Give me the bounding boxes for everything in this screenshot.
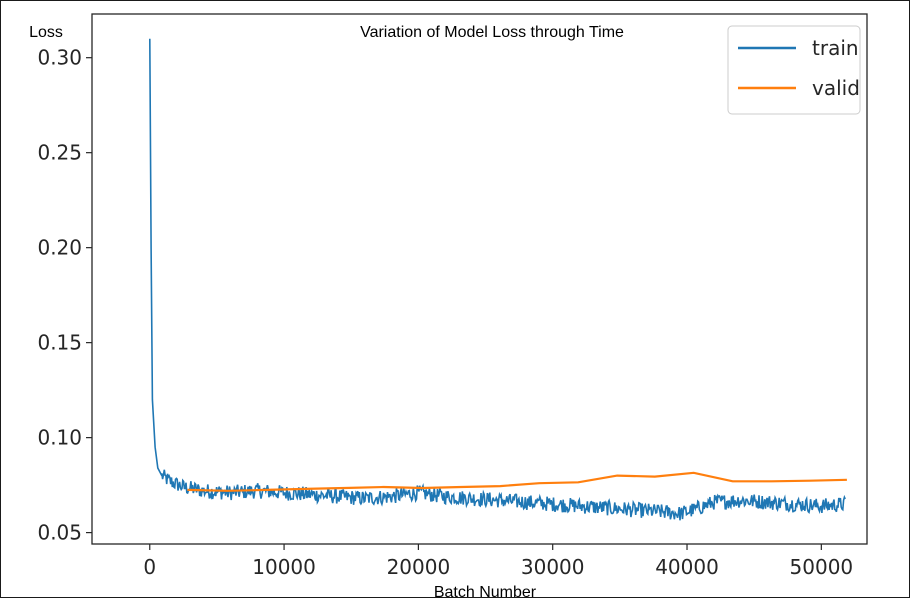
x-tick-label: 50000 (790, 555, 854, 579)
legend: train valid (727, 25, 861, 115)
x-tick-label: 20000 (387, 555, 451, 579)
y-axis-ticks: 0.05 0.10 0.15 0.20 0.25 0.30 (37, 46, 92, 545)
legend-label-train: train (812, 36, 859, 60)
x-axis-label: Batch Number (434, 584, 537, 598)
x-tick-label: 10000 (252, 555, 316, 579)
x-tick-label: 0 (143, 555, 156, 579)
legend-label-valid: valid (812, 76, 860, 100)
y-tick-label: 0.20 (37, 236, 82, 260)
x-tick-label: 40000 (655, 555, 719, 579)
chart-title: Variation of Model Loss through Time (360, 24, 624, 41)
y-tick-label: 0.10 (37, 426, 82, 450)
x-axis-ticks: 0 10000 20000 30000 40000 50000 (143, 544, 853, 579)
y-tick-label: 0.05 (37, 521, 82, 545)
y-axis-label: Loss (29, 24, 63, 41)
y-tick-label: 0.25 (37, 141, 82, 165)
x-tick-label: 30000 (521, 555, 585, 579)
series-line-valid (187, 471, 847, 492)
y-tick-label: 0.30 (37, 46, 82, 70)
y-tick-label: 0.15 (37, 331, 82, 355)
